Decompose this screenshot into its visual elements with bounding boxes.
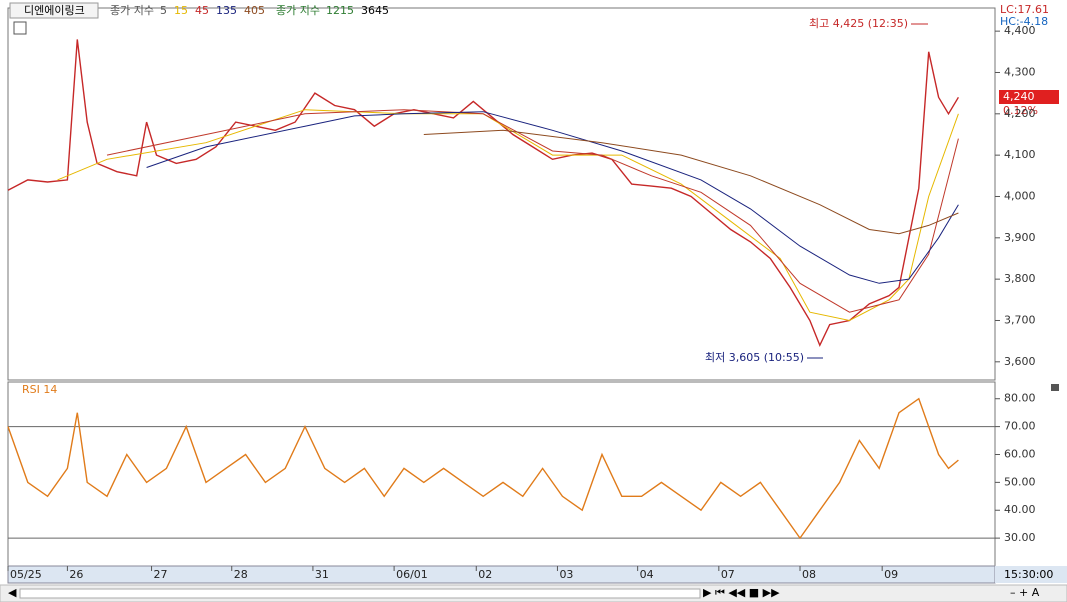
series-line [146, 111, 959, 284]
y-tick-label: 3,900 [1004, 231, 1036, 244]
y-tick-label: 4,400 [1004, 24, 1036, 37]
x-tick-label: 26 [69, 568, 83, 581]
y-tick-label: 50.00 [1004, 475, 1036, 488]
grid-icon[interactable] [13, 21, 27, 35]
x-tick-label: 03 [559, 568, 573, 581]
ma-period: 15 [174, 4, 188, 17]
x-tick-label: 08 [802, 568, 816, 581]
x-tick-label: 09 [884, 568, 898, 581]
x-tick-label: 02 [478, 568, 492, 581]
time-label: 15:30:00 [1004, 568, 1053, 581]
x-tick-label: 28 [234, 568, 248, 581]
name-box[interactable] [9, 2, 99, 19]
y-tick-label: 70.00 [1004, 420, 1036, 433]
price-tag [999, 90, 1059, 104]
x-tick-label: 31 [315, 568, 329, 581]
ma2-period: 1215 [326, 4, 354, 17]
hc-label: HC:-4.18 [1000, 15, 1048, 28]
y-tick-label: 3,800 [1004, 272, 1036, 285]
x-tick-label: 27 [154, 568, 168, 581]
ma2-label: 종가 지수 [276, 4, 320, 17]
stock-name: 디엔에이링크 [24, 4, 85, 17]
ma-period: 135 [216, 4, 237, 17]
price-panel [7, 7, 996, 381]
ma2-period: 3645 [361, 4, 389, 17]
x-tick-label: 06/01 [396, 568, 428, 581]
scroll-left[interactable]: ◀ [8, 586, 17, 599]
x-tick-label: 04 [640, 568, 654, 581]
y-tick-label: 4,100 [1004, 148, 1036, 161]
y-tick-label: 4,000 [1004, 189, 1036, 202]
y-tick-label: 30.00 [1004, 531, 1036, 544]
lc-label: LC:17.61 [1000, 3, 1049, 16]
y-tick-label: 80.00 [1004, 392, 1036, 405]
y-tick-label: 60.00 [1004, 447, 1036, 460]
y-tick-label: 4,300 [1004, 65, 1036, 78]
panel-button[interactable] [1051, 384, 1059, 391]
scroll-track[interactable] [19, 588, 701, 599]
ma-period: 45 [195, 4, 209, 17]
ma-label: 종가 지수 [110, 4, 154, 17]
time-band [995, 566, 1067, 583]
ma-period: 5 [160, 4, 167, 17]
y-tick-label: 3,600 [1004, 355, 1036, 368]
x-tick-label: 07 [721, 568, 735, 581]
y-tick-label: 40.00 [1004, 503, 1036, 516]
min-annotation: 최저 3,605 (10:55) [705, 351, 804, 364]
y-tick-label: 4,200 [1004, 107, 1036, 120]
series-line [106, 109, 959, 313]
series-line [7, 39, 960, 348]
scroll-right[interactable]: ▶ ⏮ ◀◀ ■ ▶▶ [703, 586, 780, 599]
x-tick-label: 05/25 [10, 568, 42, 581]
series-line [423, 129, 959, 235]
zoom-tools[interactable]: – + A [1010, 586, 1040, 599]
max-annotation: 최고 4,425 (12:35) [809, 17, 908, 30]
series-line [7, 397, 959, 540]
ma-period: 405 [244, 4, 265, 17]
y-tick-label: 3,700 [1004, 313, 1036, 326]
rsi-title: RSI 14 [22, 383, 57, 396]
change: 0.12% [1003, 104, 1038, 117]
last-price: 4,240 [1003, 90, 1035, 103]
